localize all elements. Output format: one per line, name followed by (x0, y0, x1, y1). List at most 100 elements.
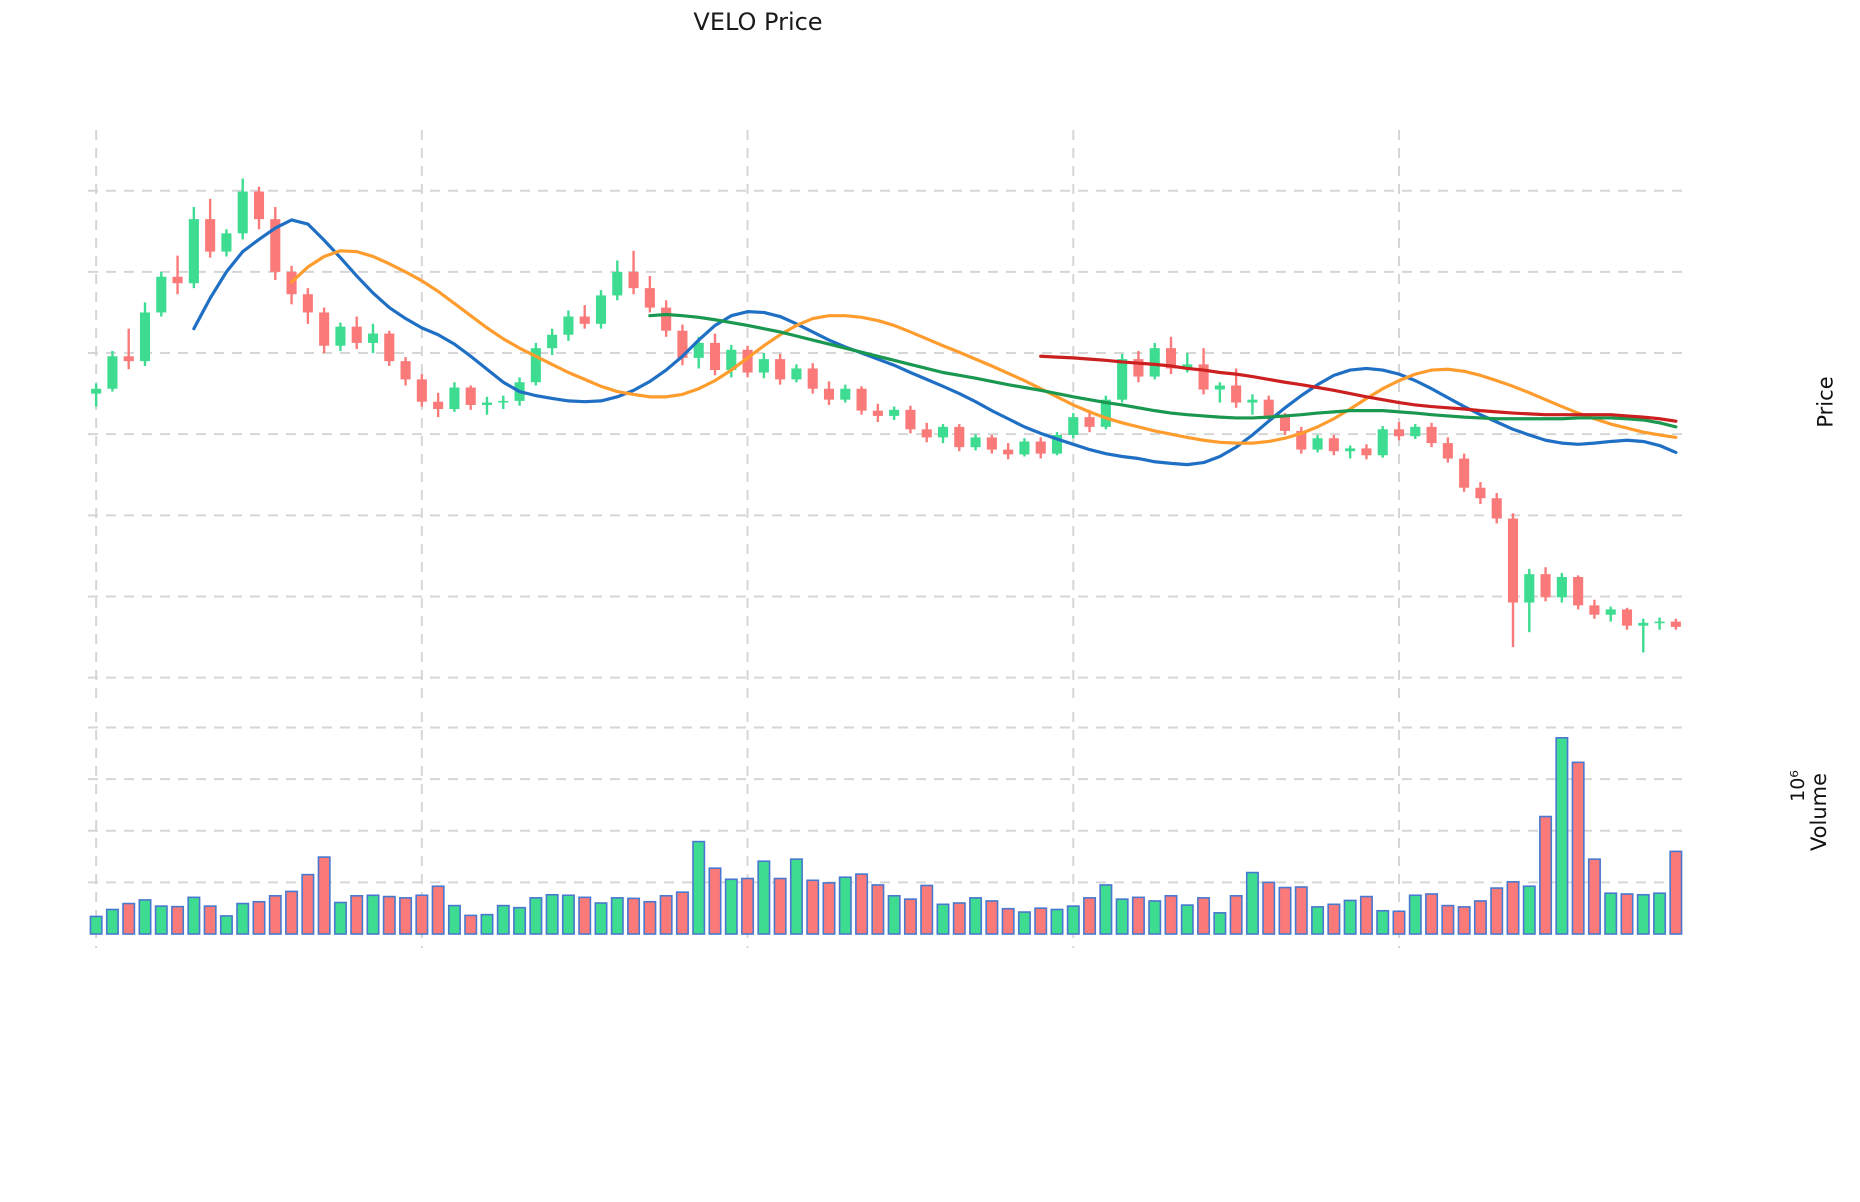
candlestick (205, 198, 216, 258)
volume-bar (1327, 903, 1341, 935)
candlestick (709, 333, 721, 376)
volume-bar (822, 882, 836, 935)
volume-bar (627, 897, 641, 935)
volume-bar (122, 902, 136, 935)
volume-bar (1148, 900, 1162, 935)
volume-bar (1376, 909, 1390, 935)
volume-bar (985, 900, 999, 935)
moving-average-line (648, 312, 1678, 429)
volume-exponent-label: 10⁶ (1786, 770, 1809, 802)
volume-bar (773, 877, 787, 935)
volume-bar (1294, 886, 1308, 935)
volume-bar (903, 898, 917, 935)
candlestick (384, 330, 395, 367)
candlestick (1507, 513, 1519, 648)
volume-bar (887, 894, 901, 935)
price-plot (88, 130, 1684, 706)
volume-bar (1229, 894, 1243, 935)
volume-bar (1457, 906, 1471, 935)
candlestick (253, 186, 265, 230)
volume-bar (154, 905, 168, 935)
candlestick (449, 382, 460, 412)
volume-bar (1653, 892, 1667, 935)
volume-bar (1669, 850, 1683, 935)
candlestick (433, 392, 444, 418)
candlestick (775, 353, 786, 385)
candlestick (856, 386, 867, 415)
candlestick (889, 406, 900, 420)
volume-bar (594, 902, 608, 935)
candlestick (905, 405, 916, 434)
candlestick (335, 322, 346, 351)
volume-bar (1441, 904, 1455, 935)
candlestick (221, 229, 232, 257)
volume-bar (285, 890, 299, 935)
volume-bar (1555, 737, 1569, 935)
volume-bar (1245, 871, 1259, 935)
volume-bar (382, 895, 396, 935)
volume-bar (1311, 906, 1325, 935)
candlestick (547, 328, 558, 356)
candlestick (139, 302, 151, 367)
volume-bar (1522, 885, 1536, 935)
candlestick (1605, 606, 1616, 622)
volume-bar (838, 876, 852, 935)
candlestick (530, 342, 541, 386)
volume-bar (431, 885, 445, 935)
candlestick (563, 310, 574, 341)
candlestick (791, 364, 802, 383)
volume-bar (1620, 893, 1634, 935)
moving-average-line (1039, 354, 1678, 423)
candlestick (807, 363, 818, 394)
volume-bar (252, 900, 266, 935)
candlestick (237, 178, 248, 240)
volume-bar (969, 897, 983, 935)
candlestick (1589, 599, 1600, 619)
volume-bar (1359, 895, 1373, 935)
volume-bar (643, 900, 657, 935)
volume-plot (88, 712, 1684, 948)
candlestick (1475, 482, 1486, 504)
chart-title: VELO Price (693, 8, 823, 36)
candlestick (595, 290, 607, 329)
volume-bar (741, 877, 755, 935)
candlestick (1035, 437, 1046, 459)
volume-bar (1050, 908, 1064, 935)
candlestick (1410, 424, 1421, 440)
candlestick (1540, 567, 1551, 602)
candlestick (677, 324, 688, 366)
candlestick (107, 351, 118, 392)
volume-bar (187, 896, 201, 935)
volume-bar (1197, 897, 1211, 935)
candlestick (1345, 445, 1356, 459)
candlestick (465, 385, 476, 410)
candlestick (937, 424, 949, 444)
volume-bar (936, 903, 950, 935)
candlestick (172, 255, 183, 295)
candlestick (1393, 422, 1405, 441)
volume-bar (203, 905, 217, 935)
moving-average-line (289, 249, 1678, 445)
volume-bar (1213, 912, 1227, 935)
volume-bar (1066, 905, 1080, 935)
candlestick (986, 434, 997, 454)
candlestick (156, 271, 167, 317)
volume-bar (529, 897, 543, 935)
candlestick (1670, 618, 1681, 630)
volume-bar (855, 873, 869, 935)
volume-bar (1083, 897, 1097, 935)
candlestick (1556, 572, 1567, 603)
volume-bar (561, 894, 575, 935)
volume-bar (1604, 892, 1618, 935)
candlestick (1377, 426, 1388, 458)
volume-bar (1131, 896, 1145, 935)
volume-bar (1473, 900, 1487, 935)
volume-bar (578, 896, 592, 935)
volume-bar (399, 897, 413, 935)
volume-bar (1164, 894, 1178, 935)
candlestick (742, 345, 753, 378)
candlestick (1442, 437, 1453, 463)
candlestick (1638, 618, 1649, 653)
candlestick (1214, 382, 1225, 403)
candlestick (351, 316, 362, 349)
